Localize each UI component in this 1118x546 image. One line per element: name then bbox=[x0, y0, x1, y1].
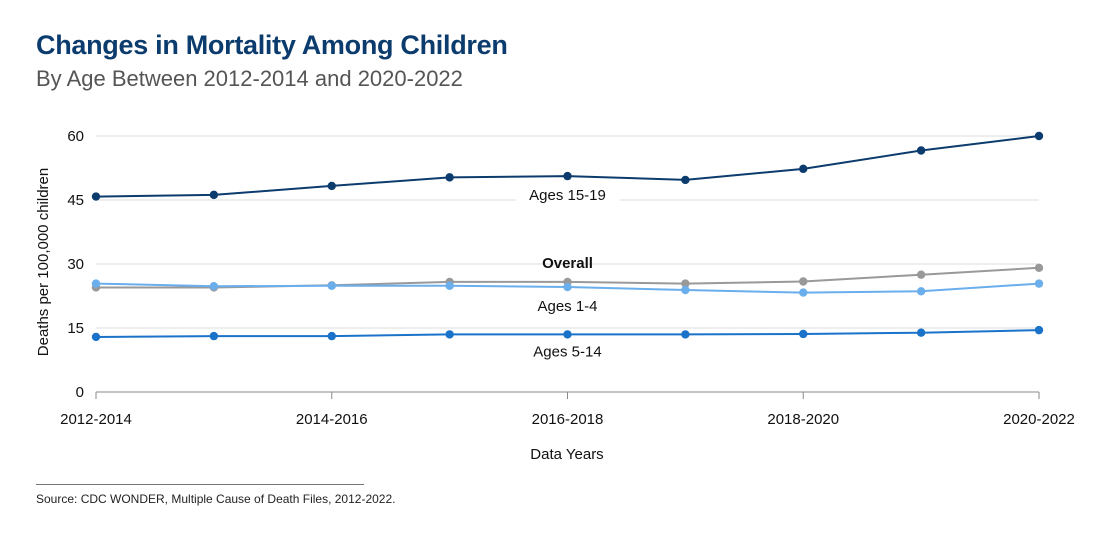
data-point bbox=[209, 190, 219, 200]
data-point bbox=[327, 281, 336, 290]
series-label: Ages 1-4 bbox=[537, 298, 597, 315]
data-point bbox=[91, 279, 101, 288]
data-point bbox=[916, 146, 926, 155]
data-point bbox=[799, 329, 808, 339]
data-point bbox=[209, 281, 219, 291]
axis-layer: 0 15 30 45 60 2012-2014 2014-2016 2016-2018 2018… bbox=[60, 128, 1075, 428]
data-point bbox=[1034, 279, 1044, 288]
data-point bbox=[681, 279, 690, 288]
data-point bbox=[916, 287, 926, 296]
data-point bbox=[327, 331, 336, 341]
data-point bbox=[563, 330, 572, 339]
series-layer bbox=[91, 131, 1044, 342]
data-point bbox=[445, 173, 454, 182]
data-point bbox=[916, 328, 926, 337]
series-label-layer: Ages 15-19 Overall Ages 1-4 Ages 5-14 bbox=[515, 185, 620, 360]
series-label-background bbox=[515, 185, 620, 206]
data-point bbox=[91, 332, 101, 342]
source-divider bbox=[36, 484, 364, 485]
data-point bbox=[681, 285, 690, 295]
y-tick-label: 15 bbox=[67, 320, 84, 337]
data-point bbox=[1034, 131, 1044, 141]
x-tick-label: 2020-2022 bbox=[1003, 411, 1075, 428]
series-label: Ages 15-19 bbox=[529, 187, 606, 204]
y-tick-label: 60 bbox=[67, 128, 84, 145]
y-axis-title: Deaths per 100,000 children bbox=[35, 168, 52, 356]
x-axis-title: Data Years bbox=[530, 446, 603, 463]
x-tick-label: 2016-2018 bbox=[532, 411, 604, 428]
x-tick-label: 2012-2014 bbox=[60, 411, 132, 428]
data-point bbox=[445, 330, 454, 339]
data-point bbox=[327, 181, 336, 191]
data-point bbox=[681, 330, 690, 339]
data-point bbox=[1034, 325, 1044, 335]
data-point bbox=[209, 331, 219, 341]
data-point bbox=[799, 164, 808, 174]
data-point bbox=[916, 270, 926, 279]
data-point bbox=[681, 175, 690, 185]
chart-subtitle: By Age Between 2012-2014 and 2020-2022 bbox=[36, 66, 463, 91]
series-label: Overall bbox=[542, 255, 593, 272]
data-point bbox=[445, 281, 454, 290]
source-note: Source: CDC WONDER, Multiple Cause of De… bbox=[36, 492, 396, 506]
y-tick-label: 45 bbox=[67, 192, 84, 209]
data-point bbox=[91, 192, 101, 201]
data-point bbox=[563, 282, 572, 292]
y-tick-label: 0 bbox=[76, 384, 84, 401]
series-label: Ages 5-14 bbox=[533, 343, 601, 360]
data-point bbox=[799, 277, 808, 286]
x-tick-label: 2014-2016 bbox=[296, 411, 368, 428]
data-point bbox=[799, 288, 808, 297]
data-point bbox=[563, 171, 572, 181]
x-tick-label: 2018-2020 bbox=[767, 411, 839, 428]
y-tick-label: 30 bbox=[67, 256, 84, 273]
chart-title: Changes in Mortality Among Children bbox=[36, 30, 508, 60]
data-point bbox=[1034, 263, 1044, 273]
